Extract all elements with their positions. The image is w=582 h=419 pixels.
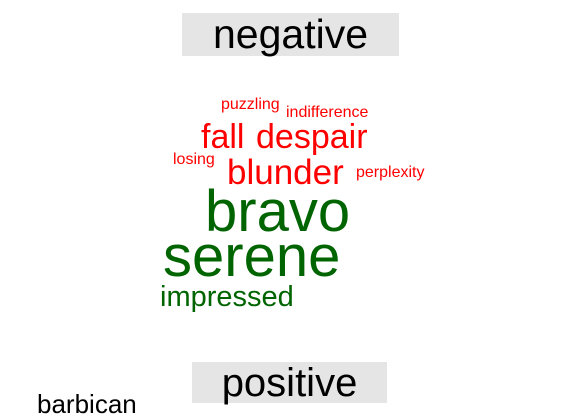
word-blunder: blunder — [227, 153, 344, 192]
word-fall: fall — [201, 118, 245, 156]
word-bravo: bravo — [205, 179, 351, 244]
word-indifference: indifference — [286, 104, 369, 121]
positive-label: positive — [192, 362, 387, 403]
word-perplexity: perplexity — [356, 164, 425, 181]
word-impressed: impressed — [160, 281, 294, 313]
word-despair: despair — [256, 118, 368, 156]
word-serene: serene — [163, 224, 341, 289]
negative-label-text: negative — [212, 11, 368, 57]
negative-label: negative — [182, 13, 399, 56]
word-puzzling: puzzling — [221, 96, 280, 113]
word-barbican: barbican — [37, 389, 137, 419]
positive-label-text: positive — [221, 360, 358, 405]
word-losing: losing — [173, 151, 215, 168]
